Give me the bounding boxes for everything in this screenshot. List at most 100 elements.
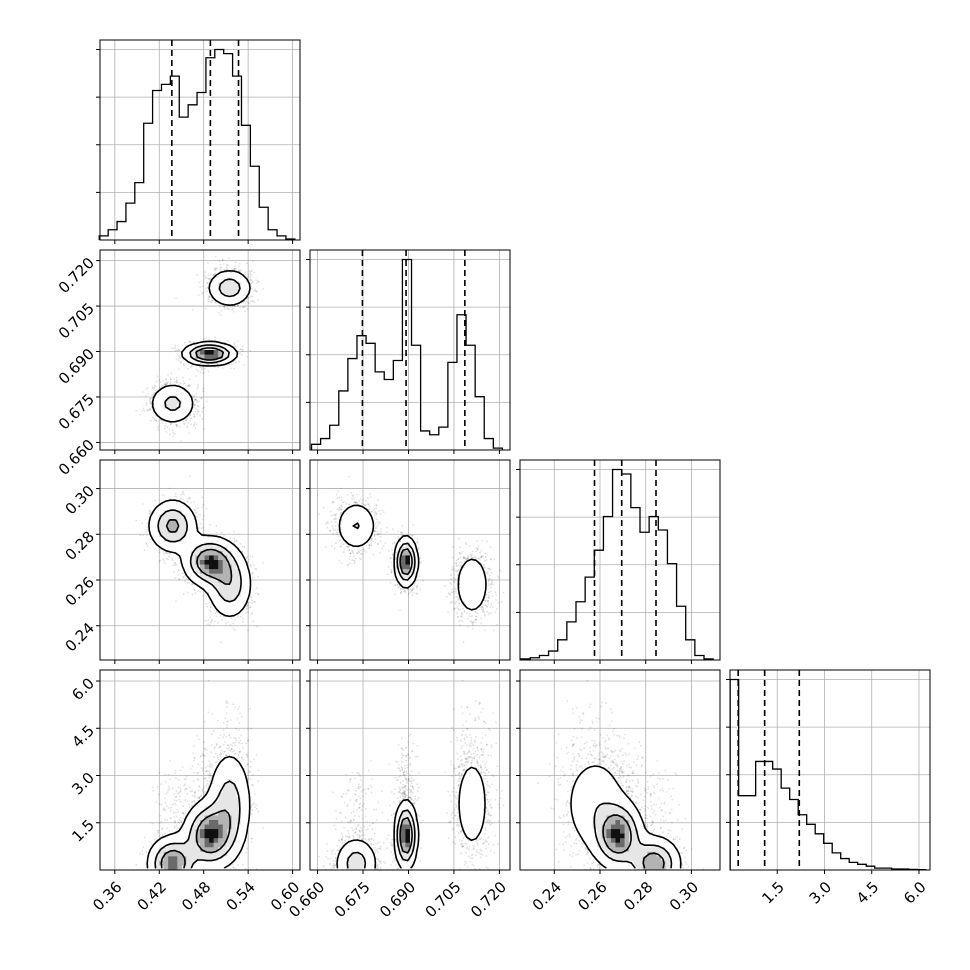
scatter-point [241, 546, 244, 548]
scatter-point [221, 259, 224, 262]
density-cell [231, 286, 237, 292]
density-cell [209, 359, 215, 365]
scatter-point [248, 601, 251, 604]
scatter-point [197, 410, 200, 413]
scatter-point [177, 568, 180, 571]
scatter-point [149, 409, 152, 412]
scatter-point [218, 260, 221, 263]
scatter-point [182, 575, 185, 578]
scatter-point [174, 495, 176, 498]
scatter-point [168, 487, 171, 490]
scatter-point [191, 309, 194, 311]
scatter-point [257, 281, 260, 283]
scatter-point [234, 629, 236, 632]
scatter-point [199, 286, 202, 289]
scatter-point [238, 270, 241, 272]
scatter-point [167, 373, 169, 376]
density-cell [186, 404, 192, 410]
scatter-point [164, 382, 166, 385]
scatter-point [162, 550, 165, 553]
scatter-point [193, 394, 196, 397]
scatter-point [193, 403, 196, 406]
scatter-point [148, 513, 151, 515]
scatter-point [162, 380, 165, 382]
scatter-point [249, 606, 251, 609]
scatter-point [158, 379, 161, 382]
scatter-point [200, 527, 203, 530]
axes-frame [729, 669, 931, 871]
scatter-point [186, 385, 189, 388]
scatter-point [223, 268, 226, 271]
scatter-point [246, 608, 248, 610]
scatter-point [143, 409, 146, 412]
density-cell [168, 400, 174, 405]
scatter-point [210, 603, 212, 606]
scatter-point [240, 269, 242, 271]
scatter-point [169, 552, 172, 555]
scatter-point [198, 281, 200, 284]
scatter-point [252, 280, 254, 283]
scatter-point [173, 381, 176, 384]
scatter-point [149, 402, 152, 405]
scatter-point [146, 545, 149, 547]
scatter-point [186, 425, 189, 427]
density-cell [172, 413, 178, 419]
scatter-point [203, 406, 206, 409]
density-cell [181, 350, 187, 355]
scatter-point [162, 558, 164, 561]
scatter-point [209, 273, 212, 275]
scatter-point [164, 383, 166, 386]
scatter-point [233, 311, 235, 313]
histogram-step [98, 48, 296, 240]
scatter-point [165, 381, 168, 384]
scatter-point [249, 273, 251, 276]
density-cell [209, 286, 215, 292]
scatter-point [232, 622, 235, 625]
density-cell [204, 359, 210, 365]
scatter-point [187, 421, 190, 424]
scatter-point [152, 416, 154, 419]
panel-2-0 [96, 459, 301, 664]
density-cell [222, 300, 228, 305]
scatter-point [210, 620, 213, 623]
hist-panel-1 [306, 249, 511, 454]
density-cell [163, 386, 169, 392]
scatter-point [233, 267, 236, 270]
scatter-point [237, 265, 240, 268]
scatter-point [250, 295, 252, 298]
scatter-point [149, 538, 152, 541]
scatter-point [227, 621, 230, 624]
scatter-point [143, 549, 146, 552]
scatter-point [250, 274, 253, 277]
scatter-point [193, 404, 196, 407]
scatter-point [250, 566, 253, 568]
density-cell [186, 409, 192, 415]
scatter-point [253, 600, 256, 603]
density-cell [227, 345, 233, 351]
scatter-point [226, 307, 229, 310]
density-cell [172, 409, 178, 415]
scatter-point [209, 606, 212, 608]
scatter-point [244, 310, 246, 313]
scatter-point [148, 408, 151, 410]
scatter-point [239, 352, 242, 355]
scatter-point [150, 419, 152, 422]
scatter-point [220, 314, 222, 316]
density-cell [213, 295, 219, 301]
scatter-point [220, 309, 223, 312]
scatter-point [188, 378, 191, 381]
scatter-point [248, 302, 251, 305]
scatter-point [193, 415, 195, 418]
scatter-point [251, 260, 254, 263]
scatter-point [168, 428, 171, 431]
scatter-point [159, 549, 161, 551]
scatter-point [181, 492, 184, 494]
scatter-point [145, 542, 148, 545]
scatter-point [202, 594, 204, 597]
scatter-point [182, 593, 185, 596]
scatter-point [211, 299, 213, 302]
scatter-point [179, 426, 182, 428]
density-cell [222, 350, 228, 355]
scatter-point [191, 364, 194, 367]
scatter-point [257, 298, 259, 301]
